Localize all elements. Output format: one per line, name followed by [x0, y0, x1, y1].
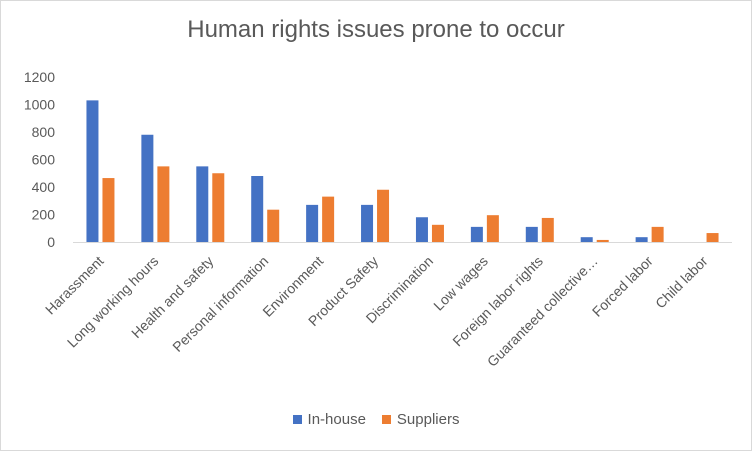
bar-suppliers-1	[157, 166, 170, 242]
x-category-label: Long working hours	[64, 253, 162, 351]
bar-in-house-0	[86, 100, 99, 242]
y-tick-label: 200	[32, 207, 56, 223]
legend-item-series-1: Suppliers	[381, 411, 460, 428]
bar-suppliers-2	[212, 173, 225, 242]
y-tick-label: 400	[32, 179, 56, 195]
x-category-label: Child labor	[652, 253, 711, 312]
legend: In-house Suppliers	[0, 411, 752, 428]
bars	[86, 100, 719, 242]
legend-label: In-house	[307, 411, 366, 428]
bar-suppliers-4	[322, 196, 335, 242]
bar-suppliers-11	[706, 233, 719, 242]
bar-suppliers-7	[486, 215, 499, 242]
y-tick-label: 0	[47, 234, 55, 250]
bar-suppliers-10	[651, 226, 664, 242]
bar-in-house-5	[361, 204, 374, 242]
bar-in-house-10	[635, 237, 648, 242]
legend-item-series-0: In-house	[292, 411, 366, 428]
bar-in-house-6	[415, 217, 428, 242]
y-axis: 0 200 400 600 800 1000 1200	[24, 69, 55, 250]
bar-suppliers-6	[431, 224, 444, 242]
legend-swatch	[381, 415, 391, 424]
y-tick-label: 1000	[24, 97, 55, 113]
bar-in-house-9	[580, 237, 593, 242]
bar-suppliers-5	[377, 189, 390, 242]
legend-label: Suppliers	[396, 411, 460, 428]
legend-swatch	[292, 415, 302, 424]
y-tick-label: 1200	[24, 69, 55, 85]
bar-in-house-4	[306, 204, 319, 242]
chart-title: Human rights issues prone to occur	[187, 16, 565, 43]
x-category-label: Foreign labor rights	[449, 253, 546, 350]
bar-in-house-3	[251, 176, 264, 242]
bar-in-house-1	[141, 134, 154, 242]
bar-in-house-7	[470, 226, 483, 242]
y-tick-label: 800	[32, 124, 56, 140]
x-category-label: Guaranteed collective…	[484, 253, 601, 370]
bar-in-house-8	[525, 226, 538, 242]
bar-suppliers-0	[102, 178, 115, 242]
bar-suppliers-9	[596, 239, 609, 242]
bar-suppliers-8	[541, 217, 554, 242]
bar-in-house-2	[196, 166, 209, 242]
y-tick-label: 600	[32, 152, 56, 168]
bar-suppliers-3	[267, 209, 280, 242]
x-category-label: Personal information	[169, 253, 271, 355]
